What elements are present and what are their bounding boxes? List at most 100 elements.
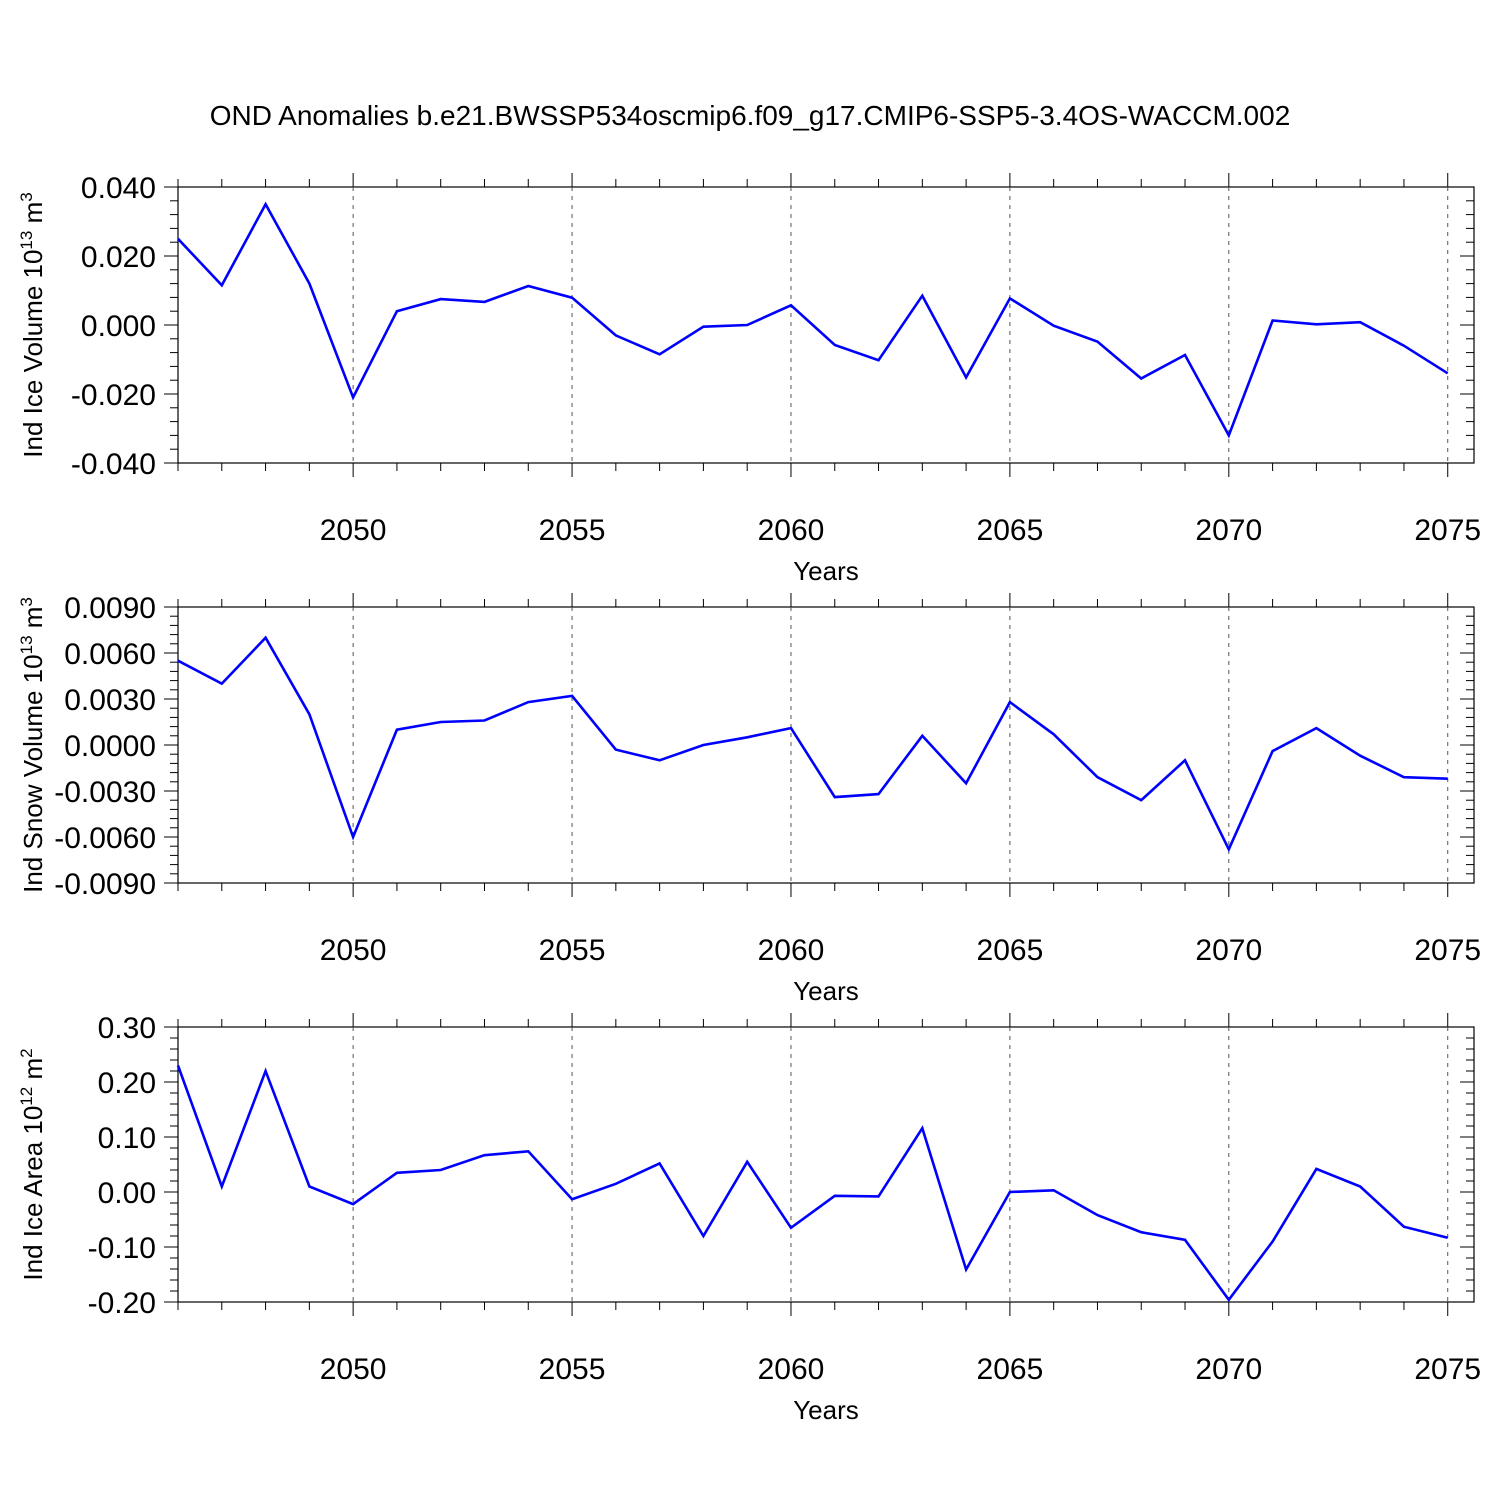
data-point — [745, 323, 749, 327]
y-tick-label: -0.040 — [71, 448, 156, 481]
y-tick-label: 0.000 — [81, 310, 156, 343]
data-point — [964, 375, 968, 379]
data-point — [264, 202, 268, 206]
data-point — [877, 358, 881, 362]
series-line — [177, 635, 1448, 853]
panel-2: -0.0090 -0.0060 -0.0030 0.0000 0.0030 0.0060 0… — [17, 592, 1481, 1006]
data-point — [658, 758, 662, 762]
data-point — [1446, 1236, 1450, 1240]
data-point — [1271, 319, 1275, 323]
x-tick-label: 2065 — [977, 934, 1044, 967]
series-line — [177, 201, 1449, 439]
data-point — [307, 712, 311, 716]
y-tick-label: 0.040 — [81, 172, 156, 205]
data-point — [351, 1202, 355, 1206]
data-point — [1052, 1188, 1056, 1192]
data-point — [1183, 758, 1187, 762]
x-tick-label: 2060 — [758, 934, 825, 967]
data-point — [701, 1234, 705, 1238]
data-point — [526, 1149, 530, 1153]
data-point — [1052, 732, 1056, 736]
y-tick-label: 0.020 — [81, 241, 156, 274]
data-point — [395, 1171, 399, 1175]
y-axis-label: Ind Ice Volume 1013 m3 — [17, 192, 48, 457]
data-point — [176, 1064, 180, 1068]
data-point — [614, 748, 618, 752]
data-point — [220, 1185, 224, 1189]
data-point — [1008, 700, 1012, 704]
x-axis-label: Years — [793, 556, 859, 586]
x-tick-label: 2070 — [1195, 1353, 1262, 1386]
data-point — [833, 795, 837, 799]
data-point — [1271, 749, 1275, 753]
data-point — [351, 835, 355, 839]
data-point — [176, 659, 180, 663]
data-point — [220, 682, 224, 686]
y-axis-label: Ind Ice Area 1012 m2 — [17, 1048, 48, 1280]
x-axis-label: Years — [793, 976, 859, 1006]
data-point — [789, 303, 793, 307]
data-point — [307, 282, 311, 286]
data-point — [1271, 1240, 1275, 1244]
data-point — [1358, 320, 1362, 324]
data-point — [570, 296, 574, 300]
plot-frame — [177, 1026, 1475, 1303]
data-point — [439, 297, 443, 301]
data-point — [964, 1268, 968, 1272]
data-point — [1183, 1238, 1187, 1242]
data-point — [614, 1182, 618, 1186]
x-tick-label: 2050 — [320, 934, 387, 967]
panel-3: -0.20 -0.10 0.00 0.10 0.20 0.30 2050 2055 2060 20… — [17, 1012, 1481, 1425]
x-tick-label: 2070 — [1195, 934, 1262, 967]
data-point — [1314, 322, 1318, 326]
data-point — [833, 1194, 837, 1198]
data-point — [789, 726, 793, 730]
data-point — [264, 1069, 268, 1073]
data-point — [1008, 1190, 1012, 1194]
x-tick-label: 2050 — [320, 1353, 387, 1386]
x-tick-label: 2065 — [977, 1353, 1044, 1386]
data-point — [1095, 1213, 1099, 1217]
data-point — [964, 781, 968, 785]
data-point — [701, 743, 705, 747]
data-point — [482, 718, 486, 722]
data-point — [920, 734, 924, 738]
y-tick-label: 0.0000 — [64, 730, 156, 763]
data-point — [658, 1161, 662, 1165]
data-point — [920, 294, 924, 298]
data-point — [570, 694, 574, 698]
data-point — [176, 237, 180, 241]
data-point — [526, 284, 530, 288]
data-point — [745, 735, 749, 739]
data-point — [1314, 726, 1318, 730]
y-tick-label: 0.0060 — [64, 638, 156, 671]
data-point — [351, 395, 355, 399]
data-point — [1095, 775, 1099, 779]
x-tick-label: 2070 — [1195, 514, 1262, 547]
data-point — [833, 343, 837, 347]
data-point — [395, 309, 399, 313]
x-tick-label: 2050 — [320, 514, 387, 547]
y-tick-label: -0.0030 — [54, 776, 156, 809]
data-point — [1139, 376, 1143, 380]
y-tick-label: -0.0090 — [54, 868, 156, 901]
data-point — [439, 1168, 443, 1172]
data-point — [877, 792, 881, 796]
data-point — [1139, 1230, 1143, 1234]
data-point — [1227, 433, 1231, 437]
data-point — [1402, 344, 1406, 348]
y-tick-label: 0.0090 — [64, 592, 156, 625]
x-tick-label: 2060 — [758, 514, 825, 547]
x-tick-label: 2075 — [1414, 1353, 1481, 1386]
data-point — [1446, 371, 1450, 375]
plot-frame — [177, 186, 1475, 464]
x-tick-label: 2075 — [1414, 514, 1481, 547]
y-tick-label: -0.10 — [88, 1232, 156, 1265]
data-point — [1139, 798, 1143, 802]
data-point — [482, 1153, 486, 1157]
data-point — [1358, 754, 1362, 758]
data-point — [877, 1194, 881, 1198]
y-tick-label: 0.20 — [98, 1067, 156, 1100]
x-tick-label: 2075 — [1414, 934, 1481, 967]
data-point — [1402, 775, 1406, 779]
